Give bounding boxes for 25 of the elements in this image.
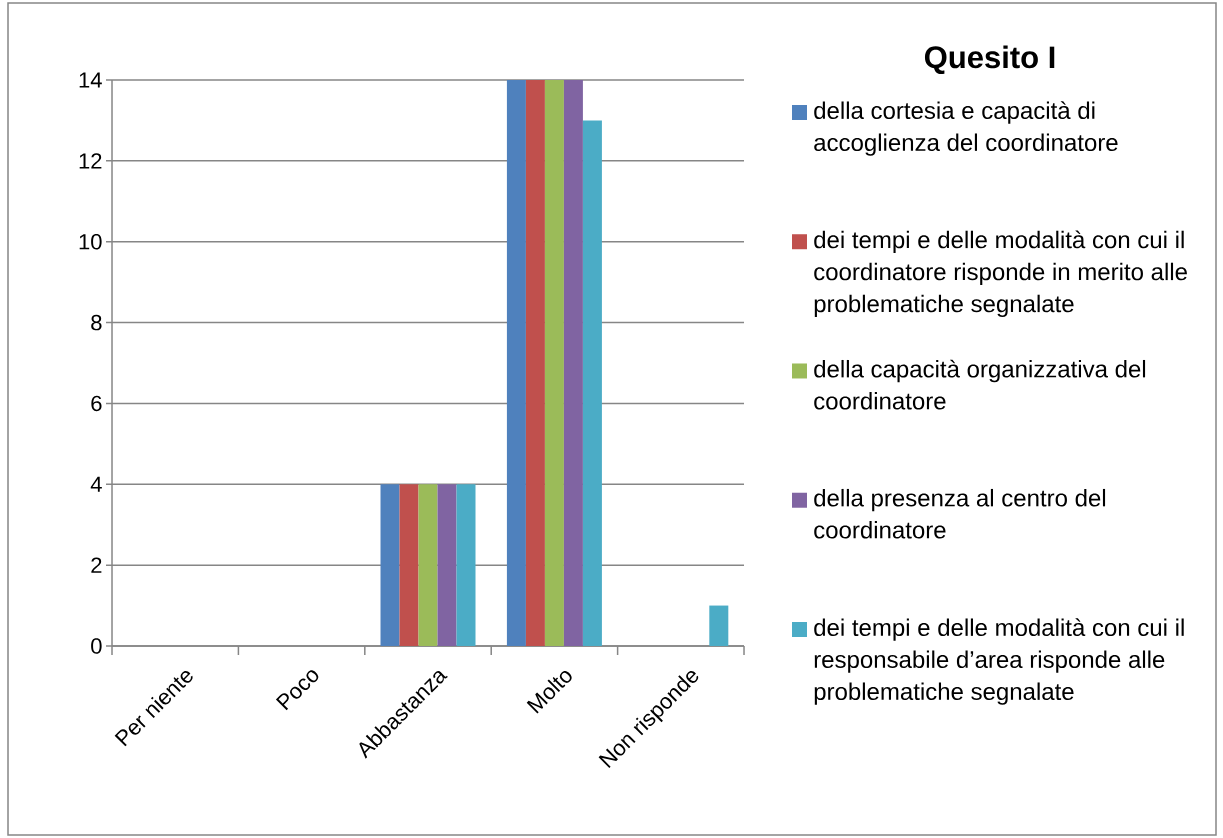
bar (506, 79, 526, 646)
bar (456, 484, 476, 646)
legend-label: dei tempi e delle modalità con cui il coordinatore risponde in merito alle problematiche segnalate (814, 230, 1187, 318)
bar (582, 120, 602, 646)
bar (437, 484, 457, 646)
bar (399, 484, 419, 646)
y-tick-label: 0 (91, 638, 102, 654)
bar (525, 79, 545, 646)
y-tick-label: 4 (90, 476, 102, 492)
y-tick-label: 14 (79, 72, 102, 88)
legend-label: dei tempi e delle modalità con cui il responsabile d’area risponde alle problematiche segnalate (814, 618, 1184, 705)
legend-label: della cortesia e capacità di accoglienza del coordinatore (814, 101, 1118, 156)
legend-title: Quesito I (924, 45, 1055, 75)
y-tick-label: 6 (91, 395, 102, 412)
legend-label: della capacità organizzativa del coordinatore (814, 359, 1146, 410)
y-tick-label: 2 (91, 557, 102, 573)
bar (544, 79, 564, 646)
y-tick-label: 12 (79, 153, 102, 169)
y-tick-label: 8 (91, 314, 102, 331)
bar (563, 79, 583, 646)
bar (380, 484, 400, 646)
y-tick-label: 10 (79, 233, 102, 250)
legend-label: della presenza al centro del coordinatore (814, 488, 1106, 539)
bar (418, 484, 438, 646)
bar (709, 605, 729, 646)
